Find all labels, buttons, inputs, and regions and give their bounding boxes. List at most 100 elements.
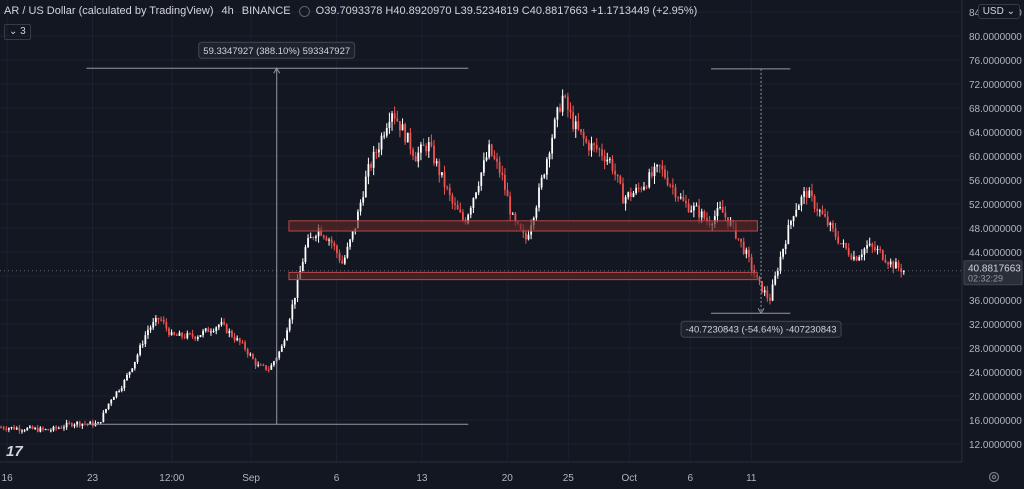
candle-body bbox=[367, 164, 370, 177]
candle-body bbox=[141, 344, 144, 346]
candle-body bbox=[13, 427, 16, 430]
candle-body bbox=[545, 159, 548, 175]
candle-body bbox=[65, 422, 68, 428]
candle-body bbox=[690, 210, 693, 212]
candle-body bbox=[97, 422, 100, 424]
interval-label[interactable]: 4h bbox=[221, 5, 234, 17]
candle-body bbox=[763, 290, 766, 293]
candle-body bbox=[149, 327, 152, 330]
candle-body bbox=[270, 365, 273, 370]
currency-label: USD bbox=[982, 6, 1004, 17]
candle-body bbox=[212, 330, 215, 332]
candle-body bbox=[383, 135, 386, 137]
countdown-label: 02:32:29 bbox=[968, 274, 1003, 284]
candle-body bbox=[832, 222, 834, 229]
candle-body bbox=[73, 424, 76, 427]
x-tick-label: 13 bbox=[416, 473, 428, 484]
candle-body bbox=[28, 426, 31, 428]
x-tick-label: 6 bbox=[334, 473, 340, 484]
arrow-up-icon bbox=[273, 67, 281, 74]
candle-body bbox=[855, 256, 858, 261]
candle-body bbox=[540, 177, 543, 188]
candle-body bbox=[336, 245, 338, 254]
candle-body bbox=[480, 172, 483, 186]
candle-body bbox=[294, 297, 296, 305]
candle-body bbox=[716, 208, 719, 217]
candle-body bbox=[637, 187, 640, 189]
candle-body bbox=[307, 238, 309, 248]
candle-body bbox=[889, 261, 892, 265]
candle-body bbox=[829, 222, 832, 226]
candle-body bbox=[879, 248, 882, 251]
symbol-title[interactable]: AR / US Dollar (calculated by TradingVie… bbox=[4, 5, 214, 17]
candle-body bbox=[228, 330, 231, 334]
candle-body bbox=[860, 254, 863, 258]
candle-body bbox=[359, 202, 362, 212]
candle-body bbox=[619, 176, 622, 184]
y-tick-label: 20.0000000 bbox=[969, 392, 1022, 403]
candle-body bbox=[315, 236, 317, 239]
candle-body bbox=[5, 428, 8, 430]
candle-body bbox=[488, 144, 491, 158]
candle-body bbox=[656, 164, 659, 167]
candle-body bbox=[170, 332, 173, 336]
indicator-toggle-button[interactable]: ⌄ 3 bbox=[4, 24, 31, 40]
candle-body bbox=[417, 152, 420, 162]
candle-body bbox=[803, 191, 805, 197]
candle-body bbox=[797, 205, 800, 210]
candle-body bbox=[868, 243, 871, 246]
candle-body bbox=[897, 262, 900, 268]
candle-body bbox=[866, 245, 868, 249]
measure-label: 59.3347927 (388.10%) 593347927 bbox=[203, 46, 350, 57]
candle-body bbox=[606, 159, 609, 162]
candle-body bbox=[561, 95, 564, 112]
candle-body bbox=[598, 148, 601, 150]
y-tick-label: 68.0000000 bbox=[969, 104, 1022, 115]
candle-body bbox=[162, 319, 165, 323]
candle-body bbox=[535, 207, 538, 218]
candle-body bbox=[758, 277, 761, 282]
price-axis bbox=[962, 0, 1024, 489]
candle-body bbox=[427, 142, 430, 152]
candle-body bbox=[309, 237, 312, 239]
candle-body bbox=[409, 132, 412, 150]
candle-body bbox=[650, 172, 653, 177]
candle-body bbox=[850, 255, 853, 260]
candle-body bbox=[461, 212, 464, 220]
candle-body bbox=[580, 129, 582, 132]
candle-body bbox=[265, 365, 267, 370]
candle-body bbox=[375, 151, 378, 153]
y-tick-label: 12.0000000 bbox=[969, 440, 1022, 451]
candle-body bbox=[283, 340, 286, 347]
candle-body bbox=[241, 342, 244, 344]
x-tick-label: 6 bbox=[688, 473, 694, 484]
candle-body bbox=[895, 262, 897, 269]
candle-body bbox=[622, 183, 624, 204]
candle-body bbox=[133, 361, 136, 369]
gear-icon[interactable] bbox=[987, 470, 1001, 484]
candle-body bbox=[774, 275, 777, 285]
candle-body bbox=[391, 113, 393, 122]
candle-body bbox=[288, 319, 291, 331]
candle-body bbox=[595, 144, 598, 149]
candle-body bbox=[582, 131, 585, 139]
exchange-label: BINANCE bbox=[241, 5, 291, 17]
candle-body bbox=[692, 205, 695, 211]
candle-body bbox=[422, 144, 425, 146]
candle-body bbox=[396, 118, 399, 122]
candle-body bbox=[556, 107, 559, 120]
candle-body bbox=[112, 397, 115, 400]
candle-body bbox=[99, 422, 102, 424]
currency-select[interactable]: USD ⌄ bbox=[977, 4, 1020, 19]
candle-body bbox=[745, 249, 748, 254]
candle-body bbox=[199, 335, 202, 337]
candle-body bbox=[175, 334, 178, 336]
candle-body bbox=[401, 124, 404, 131]
candle-body bbox=[301, 262, 304, 272]
candle-body bbox=[364, 176, 367, 198]
candle-body bbox=[511, 213, 514, 215]
candle-body bbox=[341, 260, 344, 264]
candle-body bbox=[737, 238, 740, 240]
candle-body bbox=[10, 427, 13, 429]
